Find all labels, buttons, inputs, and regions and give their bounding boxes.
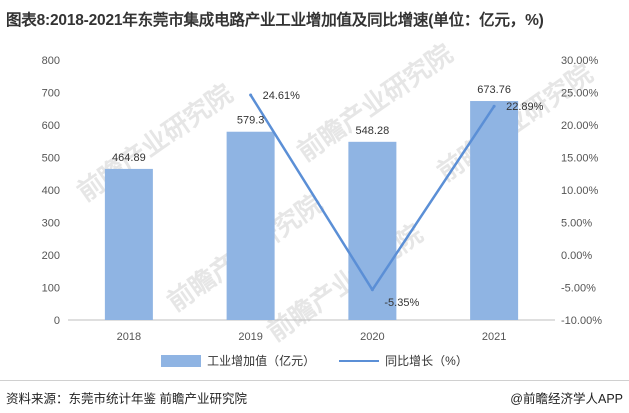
y-left-tick-label: 100	[42, 283, 60, 295]
y-right-tick-label: 30.00%	[561, 55, 599, 67]
y-left-tick-label: 600	[42, 120, 60, 132]
y-right-tick-label: 5.00%	[561, 218, 592, 230]
y-right-tick-label: 0.00%	[561, 250, 592, 262]
bar-value-label: 464.89	[112, 152, 146, 164]
legend-swatch-line	[339, 359, 380, 362]
y-right-tick-label: 25.00%	[561, 88, 599, 100]
y-left-tick-label: 300	[42, 218, 60, 230]
y-right-tick-label: 20.00%	[561, 120, 599, 132]
y-right-tick-label: 10.00%	[561, 185, 599, 197]
bar-value-label: 548.28	[356, 125, 390, 137]
y-left-tick-label: 400	[42, 185, 60, 197]
brand-credit: @前瞻经济学人APP	[510, 388, 623, 407]
y-right-tick-label: -10.00%	[561, 315, 602, 327]
y-left-tick-label: 700	[42, 88, 60, 100]
growth-value-label: 24.61%	[263, 90, 301, 102]
bar-value-label: 579.3	[237, 115, 265, 127]
growth-point	[492, 104, 496, 108]
legend-label-line: 同比增长（%）	[385, 354, 468, 368]
growth-value-label: -5.35%	[384, 297, 419, 309]
legend-label-bar: 工业增加值（亿元）	[207, 354, 316, 368]
data-labels: 464.89 579.3 548.28 673.76 24.61% -5.35% 22.89…	[112, 84, 544, 309]
bar	[470, 101, 519, 320]
legend-swatch-bar	[161, 354, 202, 367]
source-note: 资料来源：东莞市统计年鉴 前瞻产业研究院	[6, 392, 247, 406]
y-right-tick-label: 15.00%	[561, 153, 599, 165]
y-left-tick-label: 800	[42, 55, 60, 67]
growth-point	[370, 288, 374, 292]
y-left-tick-label: 200	[42, 250, 60, 262]
x-tick-label: 2020	[360, 331, 384, 343]
growth-point	[249, 93, 253, 97]
growth-value-label: 22.89%	[506, 101, 544, 113]
y-left-tick-label: 0	[54, 315, 60, 327]
bar	[226, 131, 275, 320]
x-tick-label: 2019	[238, 331, 262, 343]
line-series	[249, 93, 496, 292]
bar	[348, 141, 397, 320]
bar-value-label: 673.76	[477, 84, 511, 96]
legend: 工业增加值（亿元） 同比增长（%）	[0, 352, 629, 369]
legend-item-bar: 工业增加值（亿元）	[161, 352, 315, 369]
legend-item-line: 同比增长（%）	[339, 352, 468, 369]
x-tick-label: 2018	[117, 331, 141, 343]
x-tick-label: 2021	[482, 331, 506, 343]
brand-text: @前瞻经济学人APP	[510, 392, 623, 406]
footer-divider	[0, 380, 629, 381]
bar	[104, 168, 153, 320]
y-right-tick-label: -5.00%	[561, 283, 596, 295]
chart-title: 图表8:2018-2021年东莞市集成电路产业工业增加值及同比增速(单位：亿元，…	[6, 12, 544, 29]
bar-series	[104, 101, 519, 320]
watermark-text: 前瞻产业研究院	[72, 78, 238, 207]
y-left-tick-label: 500	[42, 153, 60, 165]
